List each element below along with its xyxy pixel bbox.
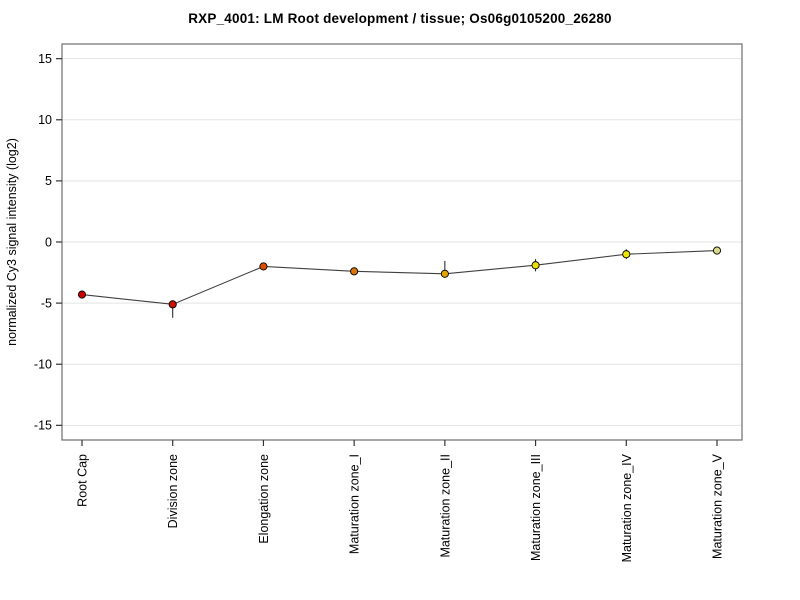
data-point (77, 290, 87, 299)
x-tick-label: Maturation zone_I (348, 454, 362, 554)
chart-title: RXP_4001: LM Root development / tissue; … (188, 11, 612, 26)
data-point (622, 250, 631, 259)
x-tick-label: Maturation zone_V (711, 453, 725, 559)
x-tick-label: Elongation zone (257, 454, 271, 544)
x-tick-label: Maturation zone_II (438, 454, 452, 558)
x-tick-label: Division zone (166, 454, 180, 528)
y-tick-label: -10 (34, 358, 52, 372)
series-line (81, 250, 718, 305)
data-point (440, 269, 449, 278)
y-tick-label: 5 (45, 174, 52, 188)
data-point (350, 267, 359, 276)
x-tick-label: Maturation zone_IV (620, 453, 634, 562)
data-point (168, 300, 177, 309)
x-tick-label: Maturation zone_III (529, 454, 543, 561)
y-tick-label: 0 (45, 235, 52, 249)
y-tick-label: -15 (34, 419, 52, 433)
y-tick-label: 10 (38, 113, 52, 127)
data-point (531, 261, 540, 270)
y-tick-label: -5 (41, 296, 52, 310)
x-tick-label: Root Cap (76, 454, 90, 507)
data-point (712, 246, 722, 255)
data-point (259, 262, 268, 271)
y-tick-label: 15 (38, 52, 52, 66)
